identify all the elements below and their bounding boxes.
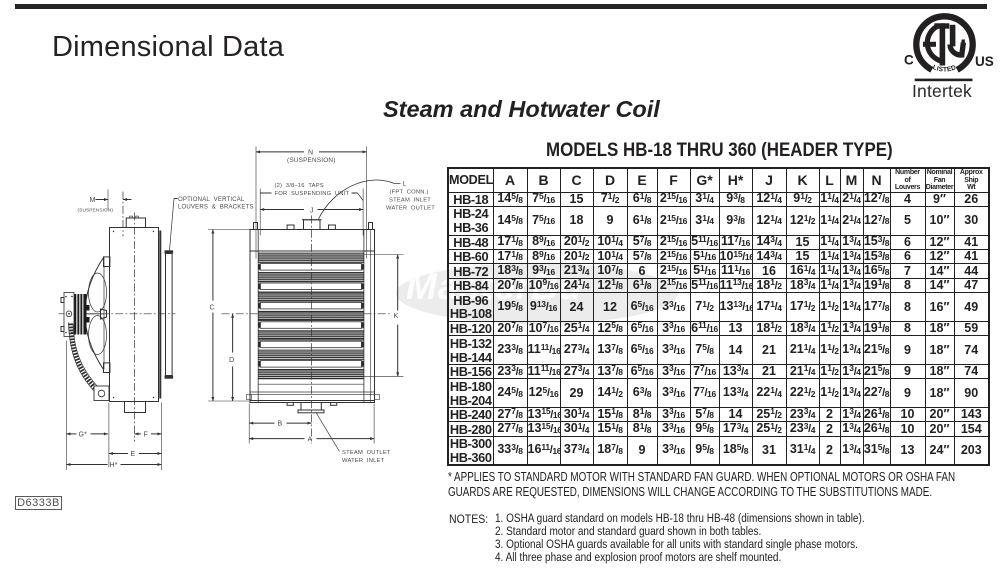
svg-text:F: F bbox=[144, 431, 148, 438]
svg-text:(SUSPENSION): (SUSPENSION) bbox=[78, 208, 114, 213]
svg-text:US: US bbox=[975, 54, 994, 69]
svg-text:E: E bbox=[131, 451, 136, 458]
svg-text:B: B bbox=[278, 421, 283, 428]
svg-text:K: K bbox=[394, 311, 399, 320]
svg-text:H*: H* bbox=[110, 462, 118, 469]
svg-text:L: L bbox=[403, 181, 407, 188]
svg-text:STEAM INLET: STEAM INLET bbox=[389, 198, 431, 204]
svg-text:G*: G* bbox=[79, 431, 88, 438]
svg-text:FOR SUSPENDING UNIT: FOR SUSPENDING UNIT bbox=[275, 191, 350, 197]
svg-text:(2) 3/8–16 TAPS: (2) 3/8–16 TAPS bbox=[275, 183, 324, 189]
svg-text:A: A bbox=[308, 436, 313, 443]
svg-text:STEAM OUTLET: STEAM OUTLET bbox=[342, 450, 391, 456]
svg-text:LISTED: LISTED bbox=[932, 64, 958, 74]
svg-text:D: D bbox=[229, 355, 234, 364]
svg-text:C: C bbox=[904, 53, 914, 68]
svg-text:N: N bbox=[308, 149, 313, 156]
svg-text:Intertek: Intertek bbox=[912, 81, 972, 101]
svg-text:M: M bbox=[90, 195, 96, 204]
svg-text:OPTIONAL VERTICAL: OPTIONAL VERTICAL bbox=[178, 197, 245, 203]
svg-text:J: J bbox=[310, 207, 314, 214]
svg-text:WATER OUTLET: WATER OUTLET bbox=[386, 206, 435, 212]
svg-text:WATER INLET: WATER INLET bbox=[342, 458, 385, 464]
svg-text:LOUVERS & BRACKETS: LOUVERS & BRACKETS bbox=[178, 205, 254, 211]
svg-text:(SUSPENSION): (SUSPENSION) bbox=[287, 157, 336, 164]
svg-text:C: C bbox=[210, 303, 215, 312]
svg-text:(FPT CONN.): (FPT CONN.) bbox=[390, 190, 429, 196]
